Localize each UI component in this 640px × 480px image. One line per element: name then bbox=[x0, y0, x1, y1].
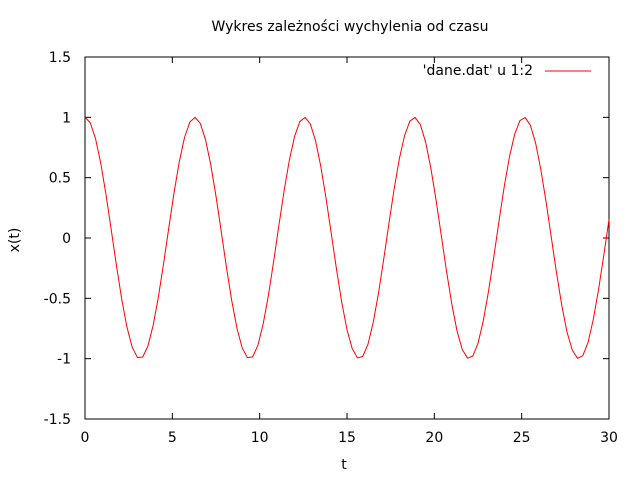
y-tick-label: 1 bbox=[62, 110, 71, 126]
y-tick-label: 0 bbox=[62, 231, 71, 247]
series-layer bbox=[84, 116, 610, 359]
y-tick-label: -1.5 bbox=[44, 412, 71, 428]
legend-label: 'dane.dat' u 1:2 bbox=[423, 63, 533, 79]
x-axis-ticks: 0 5 10 15 20 25 30 bbox=[81, 57, 618, 446]
y-axis-label: x(t) bbox=[7, 228, 23, 253]
x-tick-label: 20 bbox=[425, 430, 443, 446]
chart-title: Wykres zależności wychylenia od czasu bbox=[212, 19, 489, 35]
x-tick-label: 30 bbox=[600, 430, 618, 446]
legend: 'dane.dat' u 1:2 bbox=[423, 63, 591, 79]
plot-frame bbox=[84, 56, 610, 420]
x-tick-label: 10 bbox=[251, 430, 269, 446]
x-tick-label: 0 bbox=[81, 430, 90, 446]
y-axis-ticks: -1.5 -1 -0.5 0 0.5 1 1.5 bbox=[44, 50, 609, 428]
y-tick-label: -0.5 bbox=[44, 291, 71, 307]
x-tick-label: 25 bbox=[513, 430, 531, 446]
y-tick-label: 1.5 bbox=[49, 50, 71, 66]
y-tick-label: -1 bbox=[57, 352, 71, 368]
y-tick-label: 0.5 bbox=[49, 171, 71, 187]
x-axis-label: t bbox=[341, 457, 347, 473]
x-tick-label: 5 bbox=[168, 430, 177, 446]
x-tick-label: 15 bbox=[338, 430, 356, 446]
series-line-0 bbox=[84, 116, 610, 359]
